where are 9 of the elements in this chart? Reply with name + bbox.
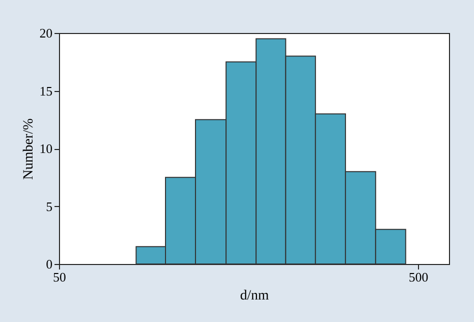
y-axis-title: Number/% [22,118,36,180]
y-tick-label: 20 [40,26,52,40]
y-tick-label: 0 [46,256,52,272]
x-axis-title: d/nm [240,288,269,304]
x-tick-label: 500 [408,270,428,284]
y-tick-label: 5 [46,198,52,214]
y-tick-label: 10 [40,141,52,156]
x-tick-label: 50 [53,270,66,284]
y-tick-label: 15 [40,83,52,98]
